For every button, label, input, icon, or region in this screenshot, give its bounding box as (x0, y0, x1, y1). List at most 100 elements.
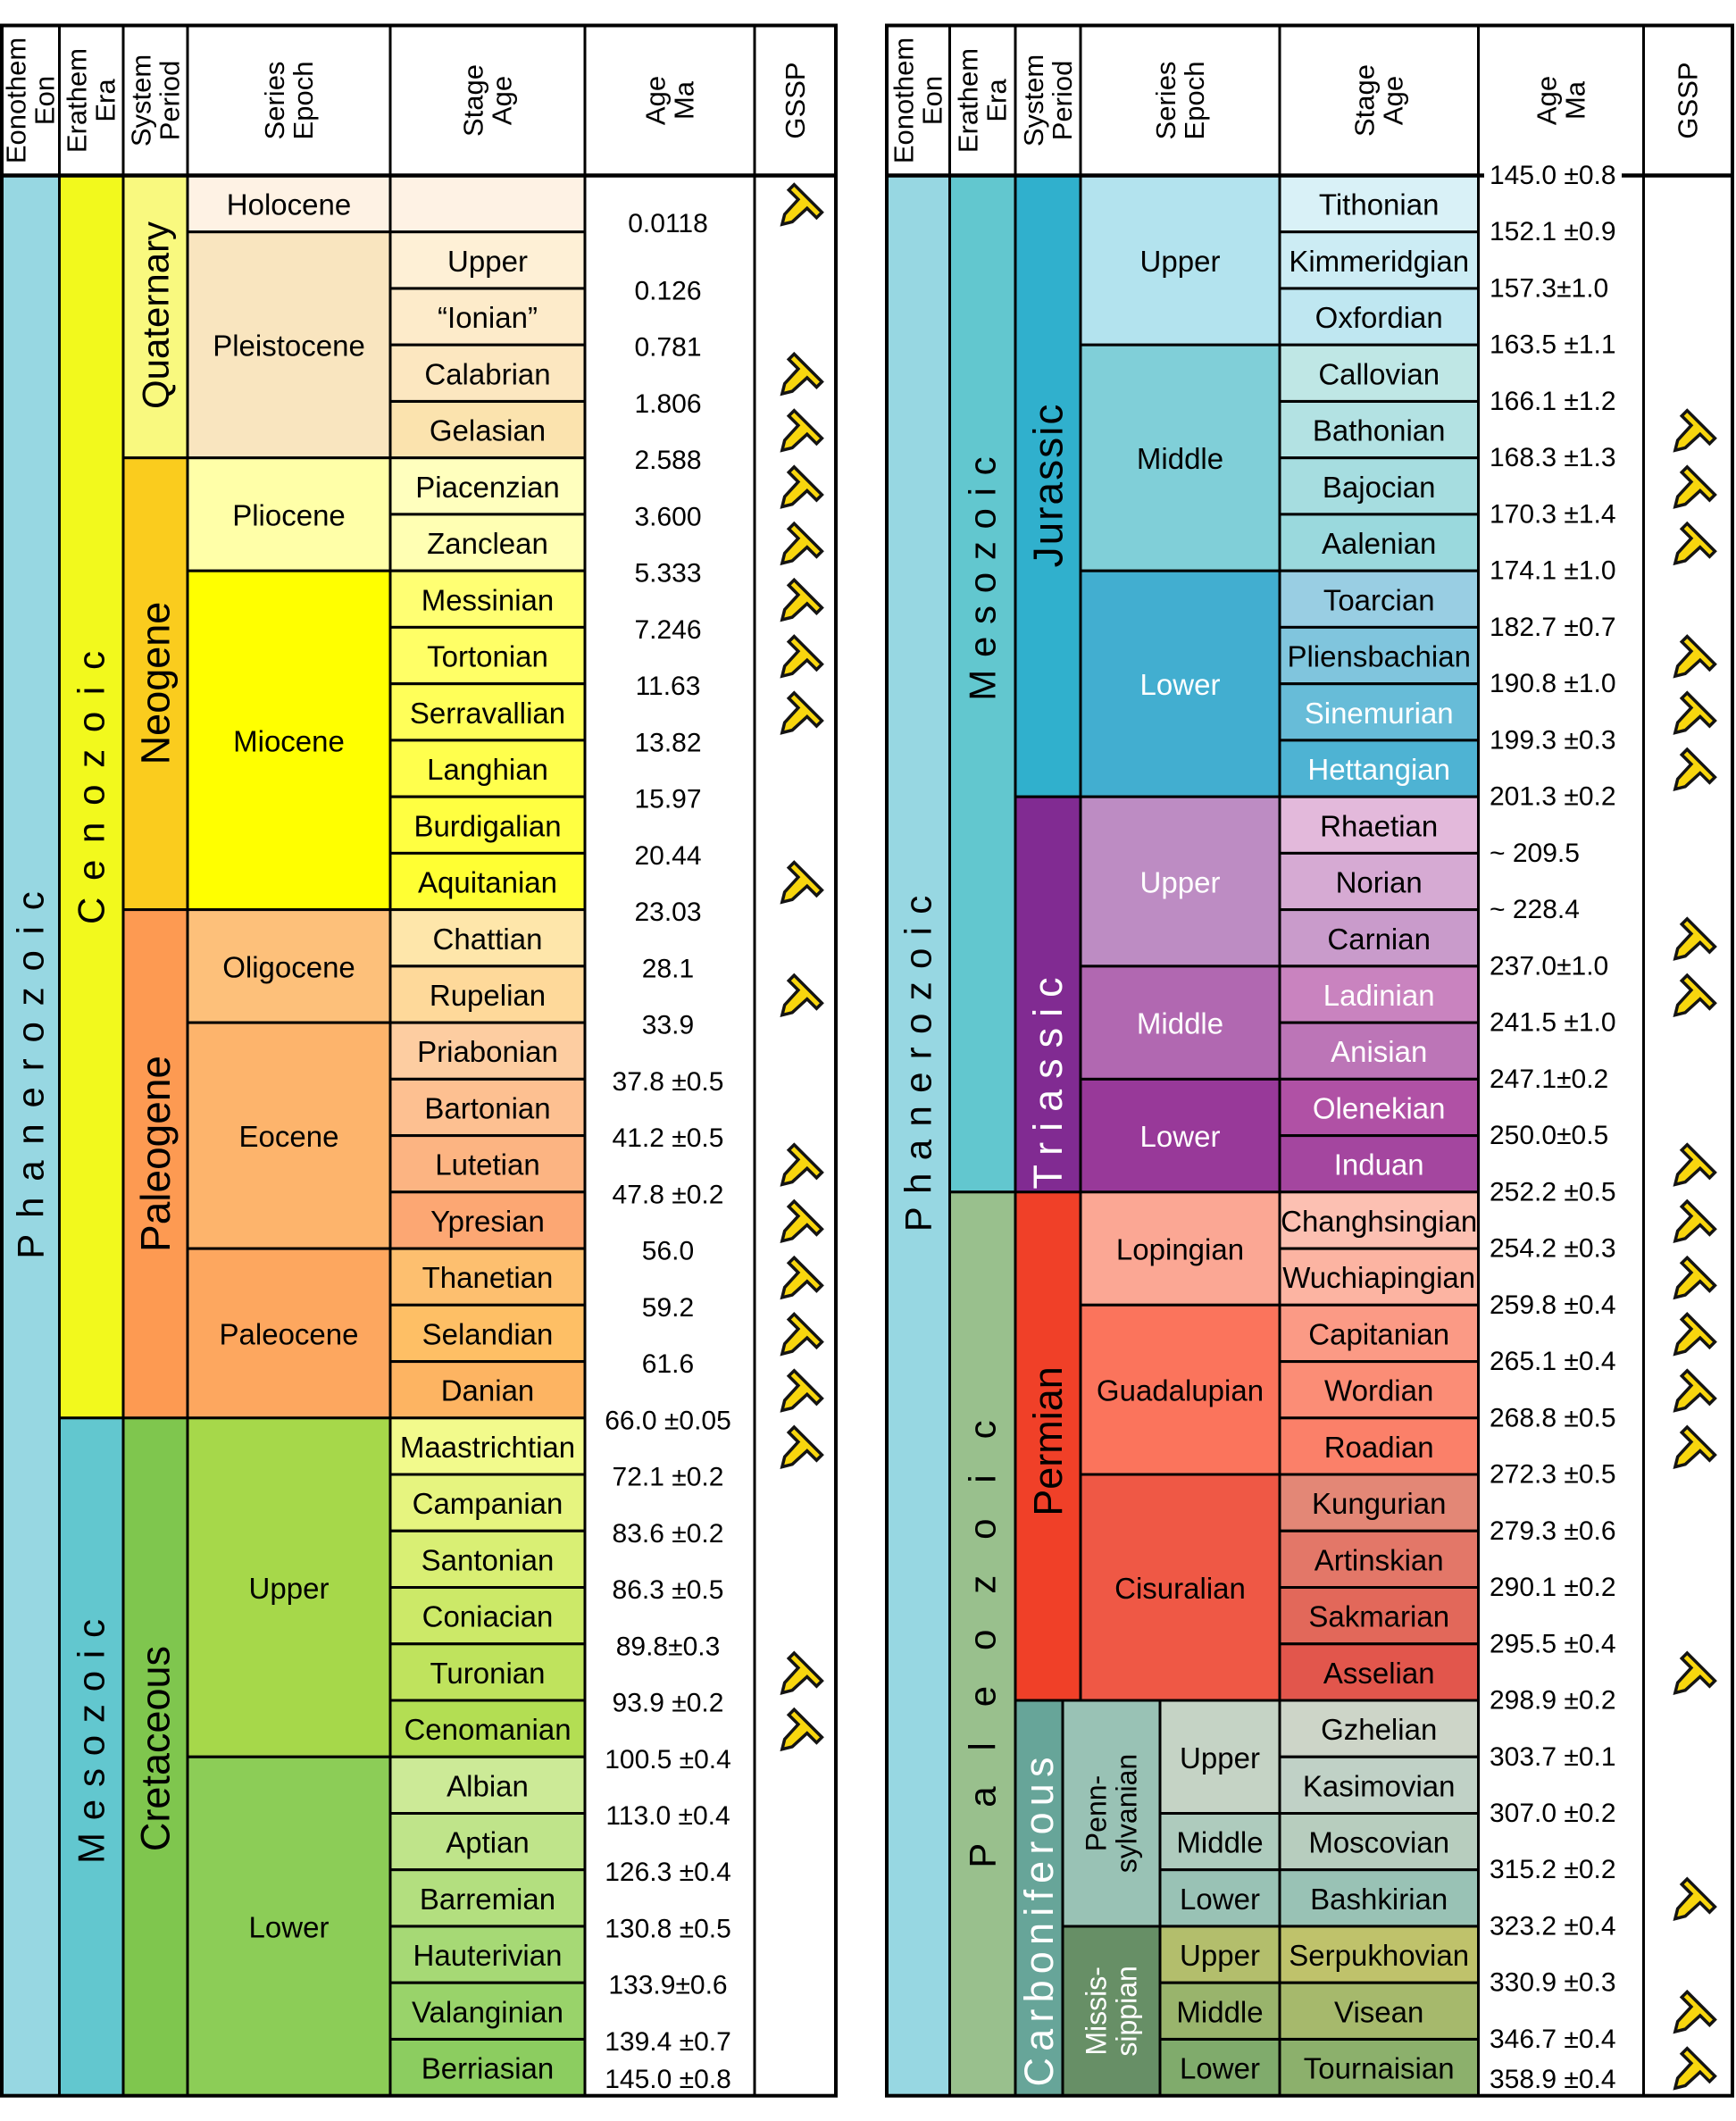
svg-text:Phanerozoic: Phanerozoic (10, 875, 52, 1258)
svg-text:145.0 ±0.8: 145.0 ±0.8 (1490, 161, 1616, 190)
svg-text:Quaternary: Quaternary (135, 221, 177, 409)
svg-text:Pliocene: Pliocene (232, 498, 346, 531)
svg-text:59.2: 59.2 (642, 1293, 694, 1323)
svg-text:Bajocian: Bajocian (1323, 471, 1436, 504)
svg-text:Period: Period (1047, 61, 1078, 141)
svg-text:Cenozoic: Cenozoic (71, 634, 113, 924)
svg-text:272.3 ±0.5: 272.3 ±0.5 (1490, 1460, 1616, 1490)
svg-text:Paleozoic: Paleozoic (962, 1384, 1004, 1867)
svg-text:152.1 ±0.9: 152.1 ±0.9 (1490, 217, 1616, 246)
svg-text:0.781: 0.781 (634, 333, 701, 363)
svg-text:37.8 ±0.5: 37.8 ±0.5 (613, 1067, 724, 1097)
svg-text:Roadian: Roadian (1324, 1431, 1434, 1464)
svg-text:Kasimovian: Kasimovian (1303, 1769, 1456, 1802)
svg-text:2.588: 2.588 (634, 446, 701, 475)
svg-text:Sinemurian: Sinemurian (1305, 697, 1454, 730)
svg-text:133.9±0.6: 133.9±0.6 (608, 1971, 727, 2000)
svg-text:Holocene: Holocene (227, 188, 351, 221)
svg-text:247.1±0.2: 247.1±0.2 (1490, 1065, 1608, 1094)
svg-text:Wordian: Wordian (1324, 1374, 1433, 1407)
svg-text:Thanetian: Thanetian (422, 1261, 554, 1294)
svg-text:sylvanian: sylvanian (1111, 1754, 1143, 1873)
svg-text:Epoch: Epoch (1179, 62, 1210, 140)
svg-text:Burdigalian: Burdigalian (413, 809, 561, 842)
svg-text:Era: Era (981, 79, 1013, 122)
svg-text:Induan: Induan (1334, 1148, 1424, 1182)
svg-text:174.1 ±1.0: 174.1 ±1.0 (1490, 556, 1616, 586)
svg-text:Lutetian: Lutetian (435, 1148, 539, 1182)
svg-text:Ma: Ma (1560, 80, 1591, 120)
svg-text:Tithonian: Tithonian (1319, 188, 1440, 221)
svg-text:Middle: Middle (1176, 1826, 1263, 1859)
svg-text:Upper: Upper (447, 245, 528, 278)
svg-text:279.3 ±0.6: 279.3 ±0.6 (1490, 1516, 1616, 1546)
svg-text:Upper: Upper (249, 1572, 330, 1605)
svg-text:237.0±1.0: 237.0±1.0 (1490, 951, 1608, 981)
svg-text:307.0 ±0.2: 307.0 ±0.2 (1490, 1799, 1616, 1828)
svg-text:Neogene: Neogene (133, 602, 179, 765)
svg-text:Messinian: Messinian (421, 583, 555, 616)
svg-text:139.4 ±0.7: 139.4 ±0.7 (605, 2027, 731, 2057)
svg-text:Carboniferous: Carboniferous (1016, 1750, 1062, 2086)
svg-text:~ 228.4: ~ 228.4 (1490, 895, 1580, 924)
svg-text:Age: Age (640, 76, 672, 125)
svg-text:Priabonian: Priabonian (417, 1035, 558, 1068)
svg-text:Bartonian: Bartonian (424, 1092, 550, 1125)
svg-text:Turonian: Turonian (430, 1657, 545, 1690)
svg-text:113.0 ±0.4: 113.0 ±0.4 (605, 1801, 730, 1831)
svg-text:Lower: Lower (1140, 1120, 1221, 1153)
svg-text:130.8 ±0.5: 130.8 ±0.5 (605, 1915, 731, 1944)
svg-text:Carnian: Carnian (1327, 923, 1431, 956)
svg-text:295.5 ±0.4: 295.5 ±0.4 (1490, 1629, 1616, 1658)
svg-text:Paleocene: Paleocene (220, 1317, 359, 1350)
svg-text:Stage: Stage (458, 64, 489, 137)
svg-text:Anisian: Anisian (1331, 1035, 1427, 1068)
svg-text:Lower: Lower (1140, 668, 1221, 701)
svg-text:Langhian: Langhian (427, 753, 548, 786)
svg-text:Campanian: Campanian (413, 1487, 563, 1520)
svg-text:Erathem: Erathem (62, 48, 93, 153)
svg-text:126.3 ±0.4: 126.3 ±0.4 (605, 1858, 731, 1887)
svg-text:Era: Era (90, 79, 121, 122)
svg-text:66.0 ±0.05: 66.0 ±0.05 (605, 1406, 731, 1435)
svg-text:Cretaceous: Cretaceous (133, 1646, 179, 1851)
svg-text:298.9 ±0.2: 298.9 ±0.2 (1490, 1686, 1616, 1716)
svg-text:Stage: Stage (1349, 64, 1381, 137)
svg-text:56.0: 56.0 (642, 1237, 694, 1266)
svg-text:Age: Age (1378, 76, 1409, 125)
svg-text:Miocene: Miocene (233, 724, 345, 757)
svg-text:Pleistocene: Pleistocene (213, 330, 365, 363)
svg-text:358.9 ±0.4: 358.9 ±0.4 (1490, 2065, 1616, 2094)
svg-text:Lower: Lower (1180, 2052, 1260, 2085)
svg-text:323.2 ±0.4: 323.2 ±0.4 (1490, 1912, 1616, 1941)
svg-text:170.3 ±1.4: 170.3 ±1.4 (1490, 499, 1616, 529)
svg-text:Maastrichtian: Maastrichtian (400, 1431, 575, 1464)
svg-text:Ma: Ma (669, 80, 700, 120)
svg-text:Aalenian: Aalenian (1322, 527, 1436, 560)
svg-text:Coniacian: Coniacian (422, 1600, 554, 1633)
svg-text:Ypresian: Ypresian (430, 1205, 545, 1238)
svg-text:Selandian: Selandian (422, 1317, 554, 1350)
svg-text:Rhaetian: Rhaetian (1320, 809, 1438, 842)
svg-text:61.6: 61.6 (642, 1349, 694, 1379)
svg-text:Mesozoic: Mesozoic (962, 445, 1004, 701)
svg-text:Piacenzian: Piacenzian (415, 471, 559, 504)
svg-text:20.44: 20.44 (634, 841, 701, 871)
svg-text:Wuchiapingian: Wuchiapingian (1282, 1261, 1475, 1294)
svg-text:254.2 ±0.3: 254.2 ±0.3 (1490, 1234, 1616, 1264)
svg-text:252.2 ±0.5: 252.2 ±0.5 (1490, 1177, 1616, 1207)
svg-text:Toarcian: Toarcian (1323, 583, 1435, 616)
svg-text:Cenomanian: Cenomanian (404, 1713, 571, 1746)
svg-text:Period: Period (154, 61, 186, 141)
svg-text:Visean: Visean (1334, 1995, 1423, 2028)
svg-text:Tortonian: Tortonian (427, 640, 548, 673)
svg-text:Rupelian: Rupelian (430, 979, 546, 1012)
svg-text:Kimmeridgian: Kimmeridgian (1289, 245, 1469, 278)
svg-text:Eon: Eon (917, 76, 948, 125)
svg-text:Gzhelian: Gzhelian (1321, 1713, 1437, 1746)
svg-text:Hauterivian: Hauterivian (413, 1939, 563, 1972)
svg-text:Phanerozoic: Phanerozoic (897, 882, 939, 1232)
svg-text:250.0±0.5: 250.0±0.5 (1490, 1121, 1608, 1150)
svg-text:47.8 ±0.2: 47.8 ±0.2 (613, 1180, 724, 1209)
svg-text:93.9 ±0.2: 93.9 ±0.2 (613, 1689, 724, 1718)
